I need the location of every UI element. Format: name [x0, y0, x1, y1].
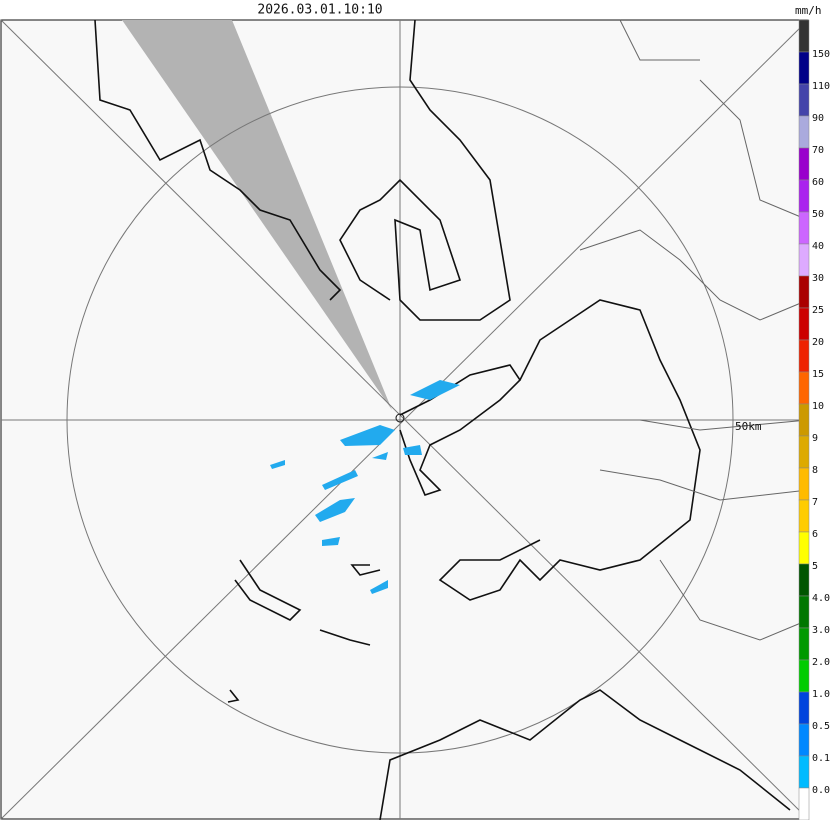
legend-label: 5 — [812, 561, 818, 572]
legend-swatch — [798, 467, 810, 501]
legend-label: 0.1 — [812, 753, 830, 764]
legend-label: 70 — [812, 145, 824, 156]
legend-label: 25 — [812, 305, 824, 316]
echo — [340, 425, 395, 446]
legend-swatch — [798, 787, 810, 820]
range-ring — [66, 86, 734, 754]
legend-swatch — [798, 179, 810, 213]
legend-label: 60 — [812, 177, 824, 188]
legend-swatch — [798, 19, 810, 53]
echo — [370, 580, 388, 594]
echo — [372, 452, 388, 460]
coastline — [399, 364, 522, 496]
legend-label: 30 — [812, 273, 824, 284]
legend-label: 0.0 — [812, 785, 830, 796]
legend-swatch — [798, 339, 810, 373]
legend-label: 150 — [812, 49, 830, 60]
legend-label: 8 — [812, 465, 818, 476]
legend-swatch — [798, 723, 810, 757]
legend-swatch — [798, 755, 810, 789]
legend-label: 10 — [812, 401, 824, 412]
legend-swatch — [798, 403, 810, 437]
coastline — [438, 299, 701, 601]
legend-label: 0.5 — [812, 721, 830, 732]
echoes — [270, 380, 460, 594]
admin-border — [579, 19, 809, 641]
legend-swatch — [798, 275, 810, 309]
legend-label: 50 — [812, 209, 824, 220]
legend-label: 1.0 — [812, 689, 830, 700]
legend-swatch — [798, 499, 810, 533]
legend-label: 4.0 — [812, 593, 830, 604]
echo — [410, 380, 460, 400]
coastline — [379, 689, 791, 820]
legend-swatch — [798, 83, 810, 117]
legend-label: 110 — [812, 81, 830, 92]
map: 50km — [0, 19, 809, 820]
coastline — [339, 19, 511, 321]
blocked-sector — [122, 20, 392, 410]
legend-label: 6 — [812, 529, 818, 540]
legend-swatch — [798, 371, 810, 405]
legend-swatch — [798, 627, 810, 661]
legend-swatch — [798, 659, 810, 693]
legend-label: 3.0 — [812, 625, 830, 636]
timestamp: 2026.03.01.10:10 — [257, 3, 382, 18]
coastline — [94, 19, 342, 301]
legend-label: 40 — [812, 241, 824, 252]
legend-label: 90 — [812, 113, 824, 124]
echo — [322, 537, 340, 546]
radar-site — [395, 413, 405, 423]
legend-label: 2.0 — [812, 657, 830, 668]
legend-label: 7 — [812, 497, 818, 508]
legend-label: 20 — [812, 337, 824, 348]
legend-swatch — [798, 531, 810, 565]
unit-label: mm/h — [795, 4, 822, 17]
color-legend: 150 110 90 70 60 50 40 30 25 20 15 10 9 8 7 6 5 4.0 3.0 2.0… — [798, 19, 830, 820]
legend-swatch — [798, 435, 810, 469]
legend-label: 9 — [812, 433, 818, 444]
range-label: 50km — [735, 420, 762, 433]
echo — [270, 460, 285, 469]
legend-swatch — [798, 211, 810, 245]
legend-swatch — [798, 691, 810, 725]
legend-label: 15 — [812, 369, 824, 380]
echo — [403, 445, 422, 455]
legend-swatch — [798, 307, 810, 341]
legend-swatch — [798, 243, 810, 277]
coastline — [227, 559, 381, 703]
legend-swatch — [798, 147, 810, 181]
echo — [315, 498, 355, 522]
legend-swatch — [798, 563, 810, 597]
legend-swatch — [798, 51, 810, 85]
echo — [322, 470, 358, 490]
legend-swatch — [798, 595, 810, 629]
legend-swatch — [798, 115, 810, 149]
